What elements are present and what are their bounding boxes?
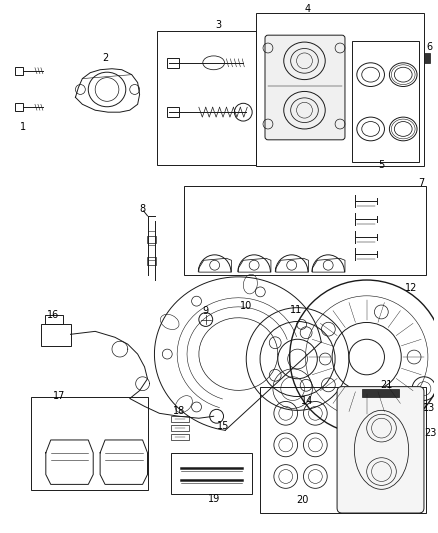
Text: 21: 21 <box>380 379 392 390</box>
Text: 1: 1 <box>20 122 26 132</box>
Bar <box>41 325 71 346</box>
Bar <box>157 31 256 165</box>
Text: 5: 5 <box>378 159 385 169</box>
Text: 8: 8 <box>140 204 146 214</box>
Bar <box>147 257 156 265</box>
Bar <box>15 103 23 111</box>
Bar <box>31 397 148 490</box>
Bar <box>184 186 426 275</box>
Text: 9: 9 <box>203 305 209 316</box>
Text: 11: 11 <box>290 305 302 314</box>
Bar <box>260 386 426 513</box>
Bar <box>167 58 179 68</box>
FancyBboxPatch shape <box>265 35 345 140</box>
Text: 18: 18 <box>173 406 185 416</box>
Text: 17: 17 <box>53 391 65 400</box>
Text: 15: 15 <box>217 421 230 431</box>
Text: 3: 3 <box>215 20 222 30</box>
Text: 6: 6 <box>427 42 433 52</box>
Bar <box>15 67 23 75</box>
Text: 16: 16 <box>46 310 59 320</box>
Bar <box>171 453 252 494</box>
Bar <box>171 425 189 431</box>
Bar <box>45 314 63 325</box>
Bar <box>256 13 424 166</box>
Bar <box>362 389 399 397</box>
Bar <box>147 236 156 244</box>
Text: 4: 4 <box>304 4 311 14</box>
Bar <box>171 416 189 422</box>
Text: 10: 10 <box>240 301 252 311</box>
Text: 20: 20 <box>297 495 309 505</box>
Text: 2: 2 <box>102 53 108 63</box>
Text: 14: 14 <box>301 397 314 407</box>
Text: 7: 7 <box>418 178 424 188</box>
Bar <box>167 107 179 117</box>
Bar <box>424 53 430 63</box>
Text: 13: 13 <box>423 403 435 414</box>
Text: 19: 19 <box>208 494 220 504</box>
Text: 23: 23 <box>425 428 437 438</box>
FancyBboxPatch shape <box>337 386 424 513</box>
Text: 12: 12 <box>405 283 417 293</box>
Bar <box>352 41 419 161</box>
Bar <box>171 434 189 440</box>
